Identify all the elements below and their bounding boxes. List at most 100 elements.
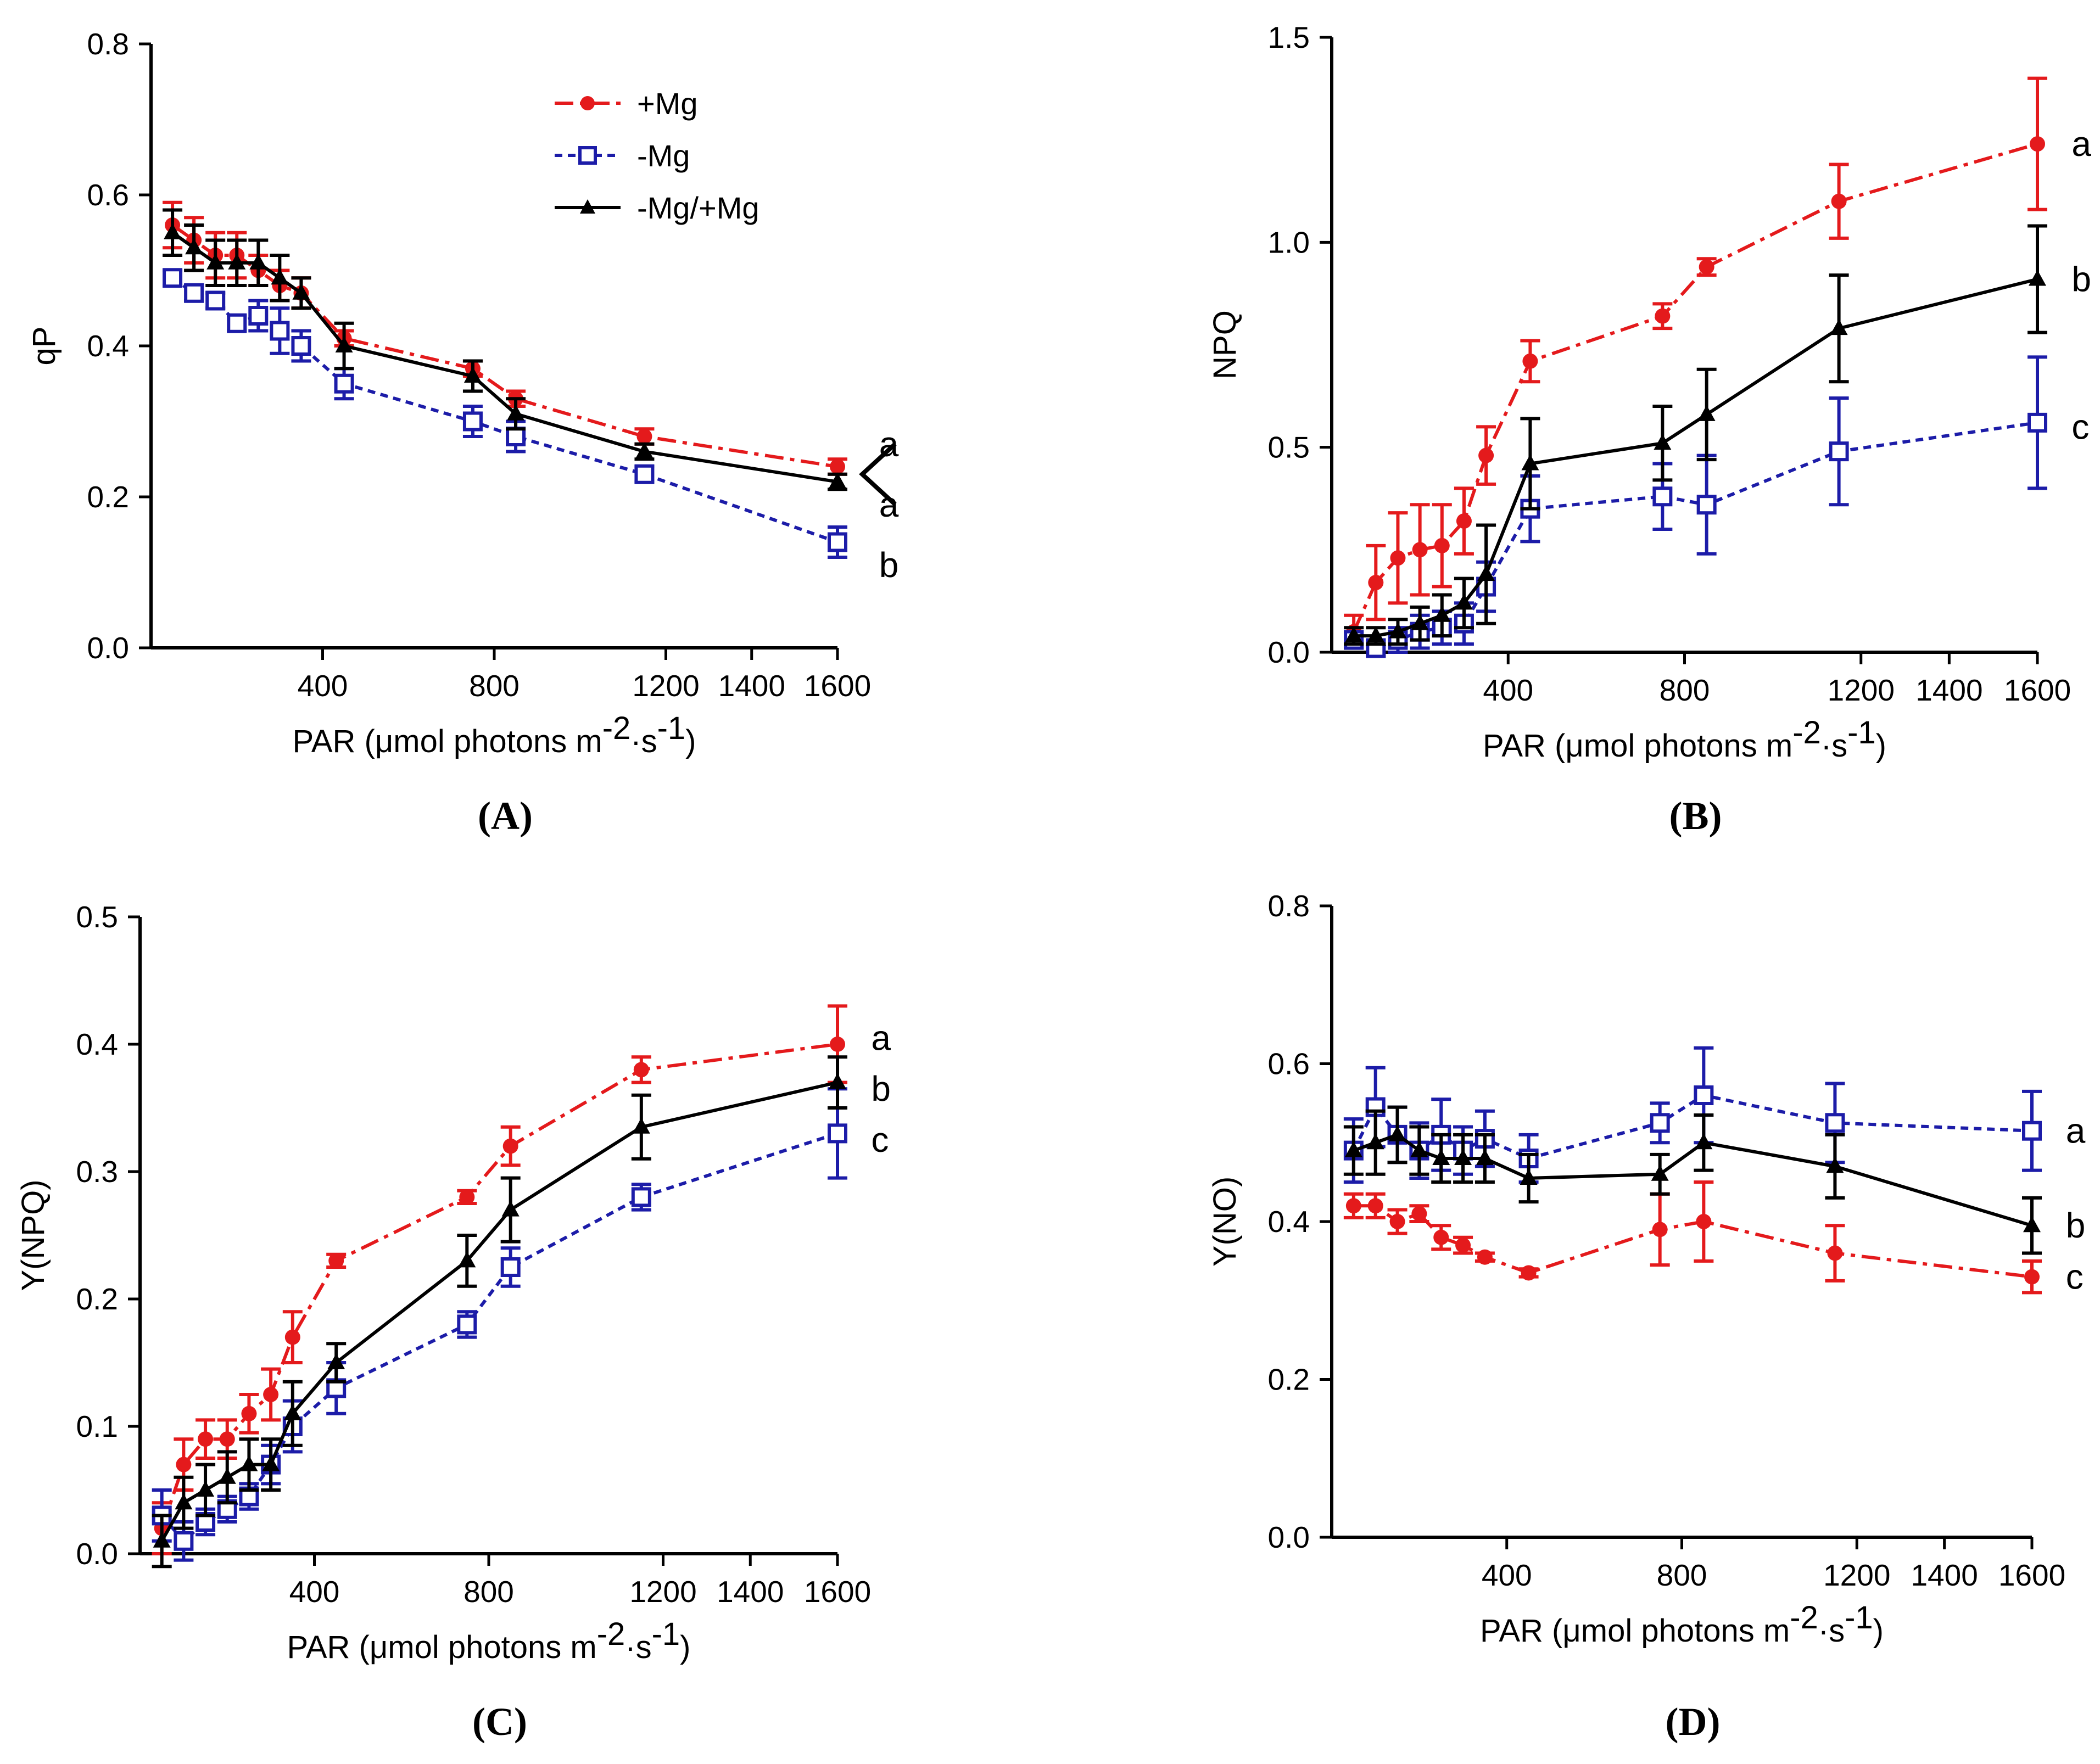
data-point: [462, 411, 483, 432]
x-tick-label: 400: [1482, 1558, 1532, 1592]
x-tick-label: 800: [469, 669, 520, 703]
panel-label: (C): [472, 1700, 527, 1744]
data-point: [2022, 1121, 2042, 1141]
x-tick-label: 400: [298, 669, 348, 703]
data-point: [502, 1138, 518, 1154]
x-axis-label-part: -1: [1847, 715, 1876, 751]
significance-letter: b: [2066, 1206, 2086, 1245]
series-line: [1353, 1204, 2032, 1279]
series-recover: [1343, 1105, 2042, 1255]
data-point: [1694, 1085, 1714, 1105]
x-axis-label-part: PAR (μmol photons m: [287, 1629, 596, 1665]
data-point: [457, 1314, 477, 1335]
x-axis-label-part: -2: [597, 1616, 625, 1652]
x-tick-label: 1200: [629, 1575, 696, 1609]
series-line: [160, 1043, 838, 1529]
y-tick-label: 0.8: [87, 27, 129, 61]
series-plus_mg: [1344, 76, 2047, 650]
data-point: [1411, 1206, 1427, 1222]
data-point: [1650, 1113, 1670, 1133]
data-point: [249, 253, 267, 270]
data-point: [197, 1481, 215, 1497]
x-axis-label-part: ·s: [1821, 728, 1847, 764]
data-point: [2024, 1269, 2040, 1285]
series-line: [1354, 277, 2038, 638]
data-point: [636, 429, 652, 444]
data-point: [334, 373, 354, 394]
x-axis-label: PAR (μmol photons m-2·s-1): [1483, 715, 1886, 764]
chart-panel: 0.0 0.2 0.4 0.6 0.8 400 800 1200 1400 1600 PAR (μm…: [1207, 889, 2086, 1744]
data-point: [284, 1329, 300, 1345]
data-point: [175, 1493, 193, 1510]
x-axis-label-part: -2: [1790, 1600, 1818, 1636]
data-point: [633, 1062, 649, 1078]
data-point: [829, 1073, 846, 1089]
data-point: [206, 253, 225, 270]
series-line: [171, 276, 838, 544]
data-point: [829, 472, 846, 489]
x-axis-label-part: ): [1876, 728, 1886, 764]
significance-letter: b: [2071, 260, 2091, 299]
chart-panel: 0.0 0.5 1.0 1.5 400 800 1200 1400 1600 PAR (μmol …: [1207, 20, 2091, 838]
series-line: [160, 1132, 838, 1544]
data-point: [1455, 593, 1473, 610]
data-point: [2029, 270, 2046, 286]
x-axis-label-part: ·s: [630, 724, 657, 759]
data-point: [1699, 259, 1714, 275]
data-point: [1476, 1149, 1494, 1165]
y-tick-label: 0.2: [1268, 1363, 1310, 1397]
series-minus_mg: [1343, 1046, 2042, 1184]
data-point: [240, 1455, 258, 1471]
data-point: [463, 367, 482, 383]
data-point: [1696, 495, 1717, 515]
significance-letter: c: [2071, 407, 2089, 446]
x-tick-label: 400: [289, 1575, 340, 1609]
legend-marker: [580, 199, 595, 214]
series-minus_mg: [163, 268, 847, 559]
x-tick-label: 1400: [1911, 1558, 1978, 1592]
data-point: [184, 283, 204, 303]
data-point: [1831, 193, 1847, 209]
data-point: [506, 427, 526, 446]
x-axis-label: PAR (μmol photons m-2·s-1): [287, 1616, 690, 1665]
y-tick-label: 0.3: [76, 1155, 118, 1189]
x-tick-label: 1600: [804, 1575, 871, 1609]
data-point: [1651, 1164, 1669, 1181]
data-point: [830, 1037, 845, 1052]
y-axis-label: NPQ: [1207, 310, 1243, 379]
y-tick-label: 0.5: [1268, 430, 1310, 464]
series-recover: [1344, 224, 2047, 646]
data-point: [1521, 454, 1539, 471]
data-point: [1410, 1141, 1428, 1157]
legend-entry: -Mg: [637, 138, 690, 173]
data-point: [185, 238, 203, 255]
data-point: [1826, 1157, 1844, 1173]
significance-letter: a: [2071, 124, 2091, 164]
data-point: [1434, 537, 1450, 553]
data-point: [830, 459, 845, 474]
y-tick-label: 0.4: [1268, 1205, 1310, 1239]
data-point: [271, 268, 289, 285]
y-tick-label: 0.4: [76, 1027, 118, 1061]
x-axis-label-part: ): [685, 724, 696, 759]
y-tick-label: 0.8: [1268, 889, 1310, 923]
panel-label: (A): [478, 794, 533, 838]
data-point: [241, 1405, 257, 1421]
x-axis-label-part: ): [1873, 1613, 1884, 1649]
data-point: [1655, 308, 1671, 324]
data-point: [1345, 626, 1363, 643]
panel-label: (B): [1669, 794, 1722, 838]
significance-letter: a: [871, 1018, 891, 1057]
x-tick-label: 1200: [1828, 673, 1895, 707]
data-point: [1477, 1249, 1493, 1265]
y-tick-label: 0.0: [1268, 1520, 1310, 1554]
x-tick-label: 1400: [1915, 673, 1982, 707]
y-tick-label: 0.0: [1268, 635, 1310, 669]
x-axis-label-part: PAR (μmol photons m: [1480, 1613, 1790, 1649]
data-point: [1389, 622, 1407, 639]
y-tick-label: 0.0: [76, 1537, 118, 1571]
x-tick-label: 1600: [1998, 1558, 2065, 1592]
data-point: [1455, 1237, 1471, 1253]
y-axis-label: Y(NPQ): [15, 1180, 51, 1291]
data-point: [1695, 1133, 1713, 1150]
